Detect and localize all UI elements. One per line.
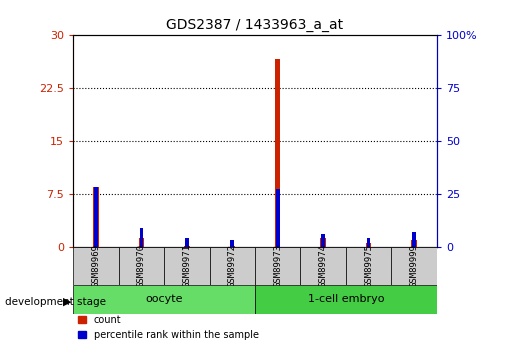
Bar [346,247,391,285]
Bar [276,189,280,247]
Bar [275,59,280,247]
Text: GSM89975: GSM89975 [364,244,373,287]
Text: GSM89971: GSM89971 [182,244,191,287]
Bar [185,238,189,247]
Bar [321,234,325,247]
Text: oocyte: oocyte [145,294,183,304]
Bar [73,247,119,285]
Bar [230,240,234,247]
Bar [139,228,143,247]
Bar [391,247,437,285]
Bar [73,285,255,314]
Bar [139,238,144,247]
Bar [119,247,164,285]
Bar [164,247,210,285]
Text: GSM89969: GSM89969 [91,244,100,287]
Bar [367,238,371,247]
Bar [184,246,189,247]
Text: 1-cell embryo: 1-cell embryo [308,294,384,304]
Text: GSM89970: GSM89970 [137,244,146,287]
Bar [93,187,98,247]
Text: GSM89999: GSM89999 [410,244,419,287]
Text: GSM89973: GSM89973 [273,244,282,287]
Text: GSM89974: GSM89974 [319,244,328,287]
Text: development stage: development stage [5,297,106,307]
Bar [230,246,235,247]
Bar [321,238,326,247]
Bar [366,243,371,247]
Legend: count, percentile rank within the sample: count, percentile rank within the sample [78,315,259,340]
Bar [300,247,346,285]
Text: GSM89972: GSM89972 [228,244,237,287]
Bar [94,187,98,247]
Bar [412,232,416,247]
Bar [255,285,437,314]
Text: ▶: ▶ [63,297,71,307]
Bar [210,247,255,285]
Bar [412,240,417,247]
Title: GDS2387 / 1433963_a_at: GDS2387 / 1433963_a_at [167,18,343,32]
Bar [255,247,300,285]
